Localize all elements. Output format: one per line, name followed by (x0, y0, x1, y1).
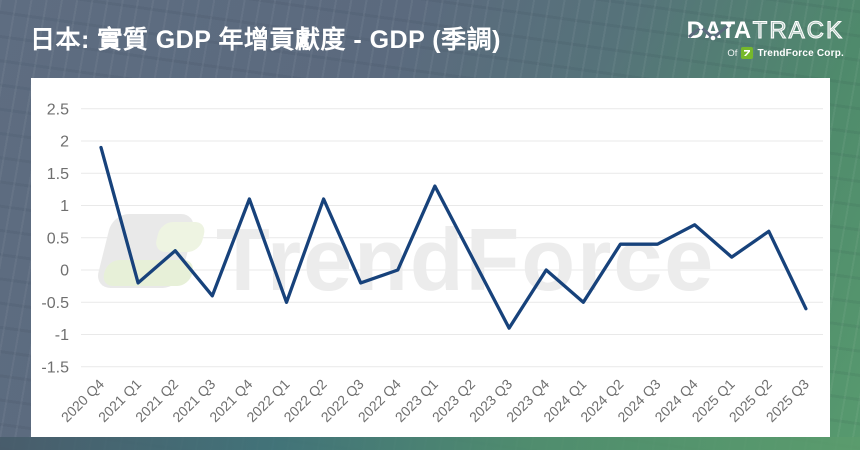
watermark-text: TrendForce (216, 210, 715, 309)
trendforce-badge-icon (741, 47, 754, 59)
y-tick-label: 1 (60, 198, 69, 215)
y-tick-label: 2 (60, 134, 69, 151)
datatrack-wordmark: DATA TRACK (687, 17, 844, 45)
y-tick-label: 0.5 (47, 230, 69, 247)
gdp-line-chart: 2.5 2 1.5 1 0.5 0 -0.5 -1 -1.5 TrendForce 2020 Q… (41, 101, 823, 425)
logo-track-text: TRACK (752, 17, 844, 45)
y-tick-label: 2.5 (47, 101, 69, 118)
bottom-gradient-bar (0, 437, 860, 450)
page-title: 日本: 實質 GDP 年增貢獻度 - GDP (季調) (30, 26, 501, 54)
gdp-line (99, 145, 808, 330)
y-tick-label: 1.5 (47, 166, 69, 183)
trendforce-flag-mark-icon (98, 214, 205, 288)
logo-data-text: DATA (686, 17, 752, 44)
datatrack-logo: DATA TRACK Of TrendForce Corp. (687, 17, 844, 59)
gridlines-and-yticks: 2.5 2 1.5 1 0.5 0 -0.5 -1 -1.5 (41, 101, 823, 376)
chart-card: 2.5 2 1.5 1 0.5 0 -0.5 -1 -1.5 TrendForce 2020 Q… (31, 78, 830, 437)
y-tick-label: 0 (60, 263, 69, 280)
gdp-line-series (99, 145, 808, 330)
y-tick-label: -1 (55, 327, 69, 344)
logo-subline: Of TrendForce Corp. (687, 47, 844, 59)
watermark-trendforce: TrendForce (98, 210, 715, 309)
y-tick-label: -1.5 (41, 359, 69, 376)
y-tick-label: -0.5 (41, 295, 69, 312)
logo-company-text: TrendForce Corp. (757, 47, 844, 59)
logo-of-text: Of (727, 47, 738, 59)
